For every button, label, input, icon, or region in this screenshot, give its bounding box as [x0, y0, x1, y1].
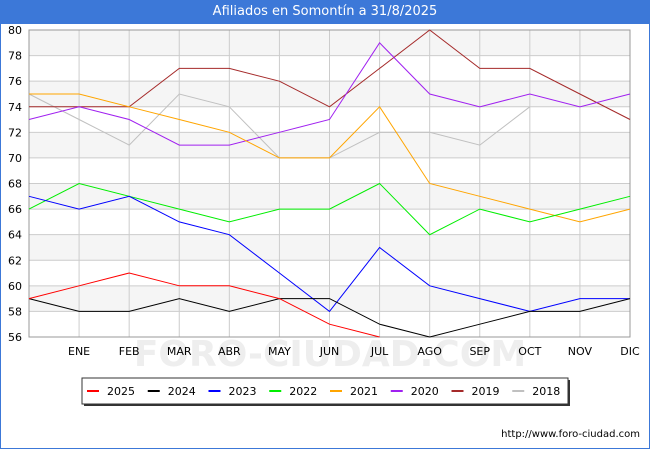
legend-label-2018: 2018	[532, 385, 560, 398]
x-tick-label: FEB	[119, 345, 140, 358]
y-tick-label: 56	[8, 331, 22, 344]
legend-label-2023: 2023	[229, 385, 257, 398]
y-tick-label: 62	[8, 254, 22, 267]
x-tick-label: AGO	[417, 345, 442, 358]
y-tick-label: 64	[8, 229, 22, 242]
legend-label-2024: 2024	[168, 385, 196, 398]
x-axis-ticks: ENE FEB MAR ABR MAY JUN JUL AGO SEP OCT NOV DIC	[68, 345, 640, 358]
legend-label-2019: 2019	[472, 385, 500, 398]
legend-label-2020: 2020	[411, 385, 439, 398]
y-tick-label: 66	[8, 203, 22, 216]
legend-label-2021: 2021	[350, 385, 378, 398]
y-tick-label: 58	[8, 305, 22, 318]
y-tick-label: 72	[8, 126, 22, 139]
x-tick-label: NOV	[568, 345, 593, 358]
x-tick-label: MAY	[268, 345, 291, 358]
x-tick-label: OCT	[518, 345, 541, 358]
x-tick-label: JUL	[370, 345, 389, 358]
y-tick-label: 68	[8, 178, 22, 191]
x-tick-label: ABR	[218, 345, 241, 358]
y-tick-label: 60	[8, 280, 22, 293]
y-tick-label: 76	[8, 75, 22, 88]
x-tick-label: ENE	[68, 345, 90, 358]
legend-label-2025: 2025	[107, 385, 135, 398]
y-axis-ticks: 56 58 60 62 64 66 68 70 72 74 76 78 80	[8, 24, 22, 344]
series-line-2020	[28, 42, 631, 146]
y-tick-label: 74	[8, 101, 22, 114]
y-tick-label: 78	[8, 50, 22, 63]
plot-border	[28, 29, 631, 338]
legend-label-2022: 2022	[289, 385, 317, 398]
y-tick-label: 70	[8, 152, 22, 165]
source-url: http://www.foro-ciudad.com	[501, 429, 640, 440]
series-line-2024	[28, 298, 631, 338]
y-tick-label: 80	[8, 24, 22, 37]
legend-box	[81, 377, 569, 405]
chart-title: Afiliados en Somontín a 31/8/2025	[0, 0, 650, 24]
x-tick-label: DIC	[620, 345, 640, 358]
watermark: FORO-CIUDAD.COM	[134, 334, 526, 375]
series-line-2025	[28, 272, 380, 338]
series-lines	[28, 29, 631, 338]
x-tick-label: MAR	[167, 345, 192, 358]
x-tick-label: SEP	[469, 345, 490, 358]
series-line-2021	[29, 93, 631, 223]
legend: 2025 2024 2023 2022 2021 2020 2019 2018	[81, 377, 570, 406]
x-tick-label: JUN	[319, 345, 340, 358]
